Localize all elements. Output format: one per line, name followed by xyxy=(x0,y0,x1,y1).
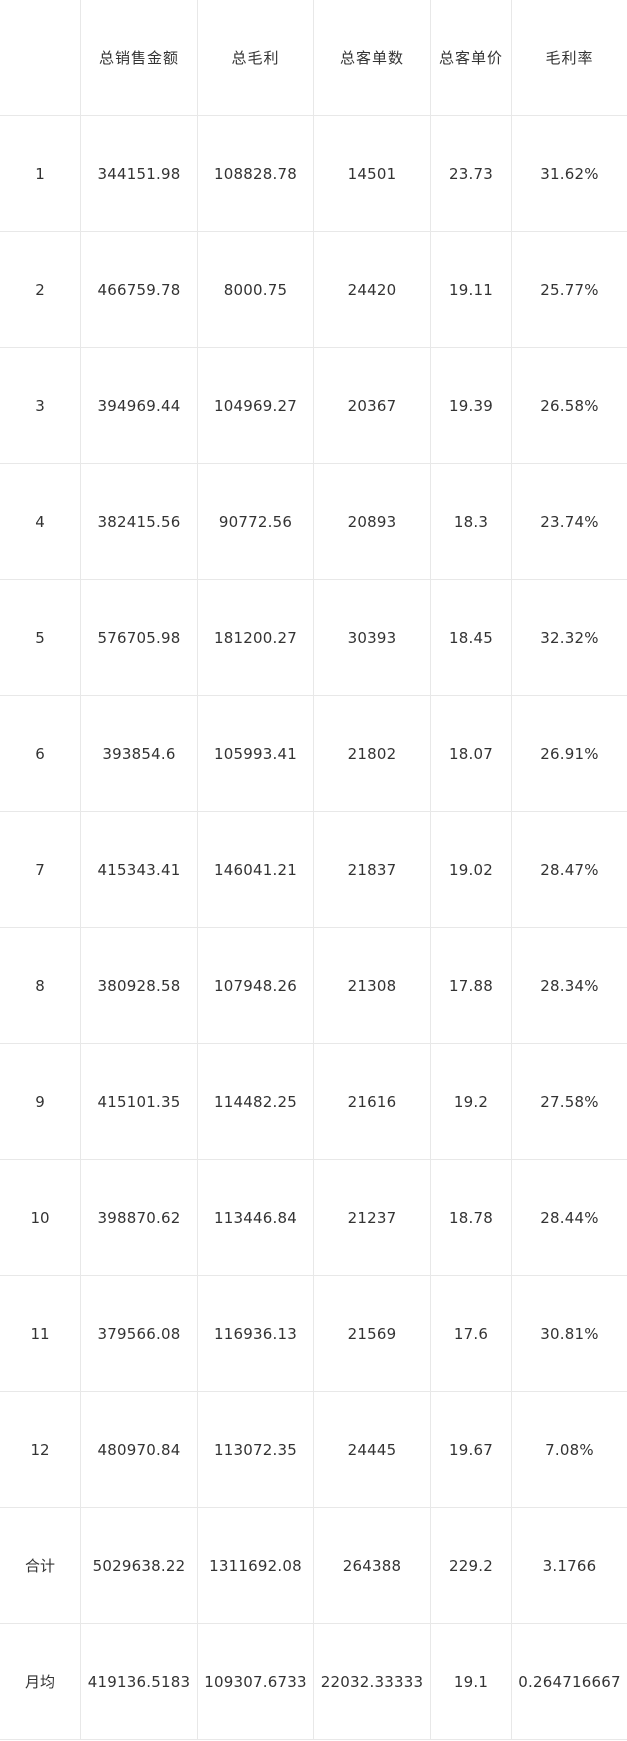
table-cell: 3.1766 xyxy=(512,1508,627,1624)
table-cell: 90772.56 xyxy=(198,464,314,580)
table-cell: 116936.13 xyxy=(198,1276,314,1392)
row-label: 7 xyxy=(0,812,81,928)
column-header: 总客单数 xyxy=(314,0,431,116)
table-cell: 30.81% xyxy=(512,1276,627,1392)
table-cell: 466759.78 xyxy=(81,232,198,348)
table-cell: 394969.44 xyxy=(81,348,198,464)
table-cell: 21802 xyxy=(314,696,431,812)
row-label: 合计 xyxy=(0,1508,81,1624)
table-cell: 21308 xyxy=(314,928,431,1044)
table-cell: 17.88 xyxy=(431,928,512,1044)
table-cell: 28.47% xyxy=(512,812,627,928)
table-cell: 21616 xyxy=(314,1044,431,1160)
table-cell: 113446.84 xyxy=(198,1160,314,1276)
table-cell: 113072.35 xyxy=(198,1392,314,1508)
table-cell: 104969.27 xyxy=(198,348,314,464)
table-cell: 380928.58 xyxy=(81,928,198,1044)
table-cell: 19.02 xyxy=(431,812,512,928)
table-cell: 108828.78 xyxy=(198,116,314,232)
row-label: 月均 xyxy=(0,1624,81,1740)
table-cell: 19.11 xyxy=(431,232,512,348)
table-cell: 30393 xyxy=(314,580,431,696)
table-cell: 18.78 xyxy=(431,1160,512,1276)
table-cell: 25.77% xyxy=(512,232,627,348)
column-header xyxy=(0,0,81,116)
table-cell: 344151.98 xyxy=(81,116,198,232)
table-cell: 264388 xyxy=(314,1508,431,1624)
table-cell: 20367 xyxy=(314,348,431,464)
table-cell: 24420 xyxy=(314,232,431,348)
table-cell: 19.2 xyxy=(431,1044,512,1160)
row-label: 12 xyxy=(0,1392,81,1508)
table-cell: 31.62% xyxy=(512,116,627,232)
table-cell: 19.67 xyxy=(431,1392,512,1508)
table-cell: 109307.6733 xyxy=(198,1624,314,1740)
column-header: 总客单价 xyxy=(431,0,512,116)
row-label: 10 xyxy=(0,1160,81,1276)
row-label: 4 xyxy=(0,464,81,580)
table-cell: 20893 xyxy=(314,464,431,580)
table-cell: 27.58% xyxy=(512,1044,627,1160)
table-cell: 480970.84 xyxy=(81,1392,198,1508)
table-cell: 23.74% xyxy=(512,464,627,580)
table-cell: 7.08% xyxy=(512,1392,627,1508)
row-label: 9 xyxy=(0,1044,81,1160)
table-cell: 107948.26 xyxy=(198,928,314,1044)
table-cell: 19.1 xyxy=(431,1624,512,1740)
table-cell: 181200.27 xyxy=(198,580,314,696)
table-cell: 114482.25 xyxy=(198,1044,314,1160)
table-cell: 5029638.22 xyxy=(81,1508,198,1624)
table-cell: 576705.98 xyxy=(81,580,198,696)
table-cell: 22032.33333 xyxy=(314,1624,431,1740)
table-cell: 21837 xyxy=(314,812,431,928)
table-cell: 415343.41 xyxy=(81,812,198,928)
column-header: 毛利率 xyxy=(512,0,627,116)
table-cell: 382415.56 xyxy=(81,464,198,580)
row-label: 8 xyxy=(0,928,81,1044)
row-label: 3 xyxy=(0,348,81,464)
table-cell: 18.45 xyxy=(431,580,512,696)
table-cell: 28.34% xyxy=(512,928,627,1044)
table-cell: 19.39 xyxy=(431,348,512,464)
table-cell: 379566.08 xyxy=(81,1276,198,1392)
table-cell: 419136.5183 xyxy=(81,1624,198,1740)
table-cell: 0.264716667 xyxy=(512,1624,627,1740)
row-label: 1 xyxy=(0,116,81,232)
table-cell: 24445 xyxy=(314,1392,431,1508)
table-cell: 17.6 xyxy=(431,1276,512,1392)
table-cell: 21569 xyxy=(314,1276,431,1392)
table-cell: 28.44% xyxy=(512,1160,627,1276)
table-cell: 398870.62 xyxy=(81,1160,198,1276)
table-cell: 26.91% xyxy=(512,696,627,812)
table-cell: 415101.35 xyxy=(81,1044,198,1160)
table-cell: 18.3 xyxy=(431,464,512,580)
table-cell: 18.07 xyxy=(431,696,512,812)
column-header: 总毛利 xyxy=(198,0,314,116)
table-cell: 229.2 xyxy=(431,1508,512,1624)
table-cell: 14501 xyxy=(314,116,431,232)
table-cell: 21237 xyxy=(314,1160,431,1276)
table-cell: 393854.6 xyxy=(81,696,198,812)
table-cell: 105993.41 xyxy=(198,696,314,812)
row-label: 11 xyxy=(0,1276,81,1392)
row-label: 6 xyxy=(0,696,81,812)
column-header: 总销售金额 xyxy=(81,0,198,116)
row-label: 5 xyxy=(0,580,81,696)
table-cell: 32.32% xyxy=(512,580,627,696)
table-cell: 146041.21 xyxy=(198,812,314,928)
table-cell: 26.58% xyxy=(512,348,627,464)
table-cell: 1311692.08 xyxy=(198,1508,314,1624)
row-label: 2 xyxy=(0,232,81,348)
table-cell: 8000.75 xyxy=(198,232,314,348)
table-cell: 23.73 xyxy=(431,116,512,232)
